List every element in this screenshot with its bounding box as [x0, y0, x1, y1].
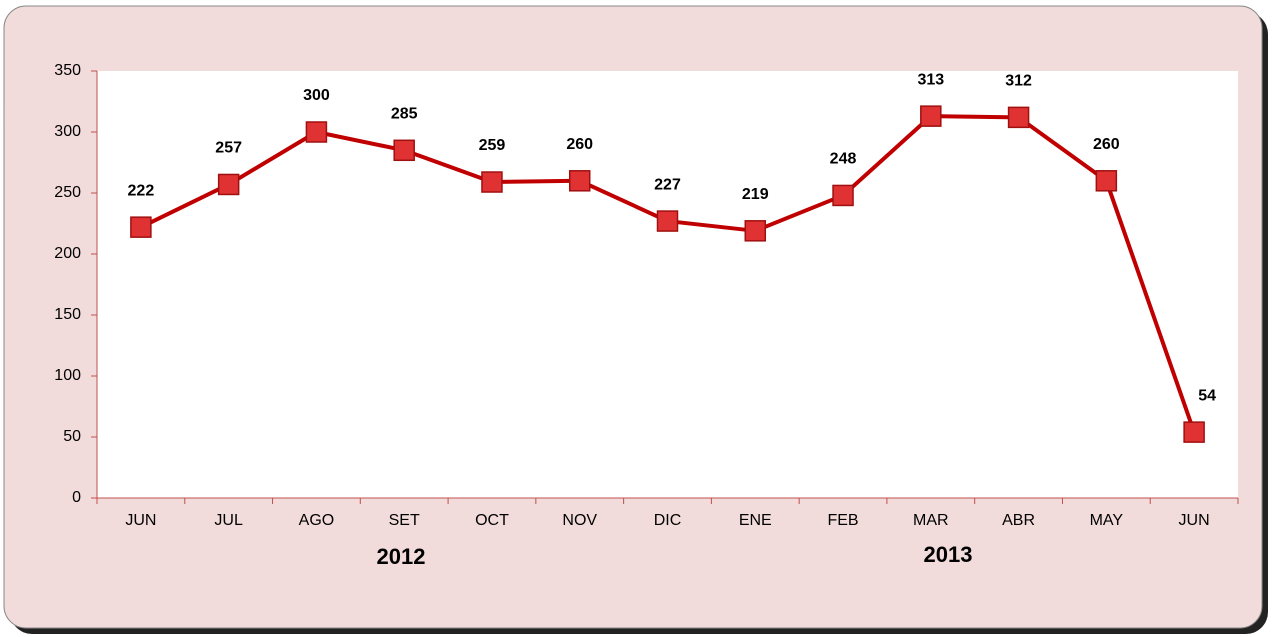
data-label: 260	[1093, 136, 1120, 153]
y-tick-label: 300	[54, 123, 81, 140]
x-tick-label: DIC	[654, 512, 682, 529]
plot-area	[97, 71, 1238, 498]
marker	[481, 171, 503, 193]
x-tick-label: MAY	[1090, 512, 1124, 529]
marker	[1095, 170, 1118, 192]
data-label: 285	[391, 106, 418, 123]
y-tick-label: 200	[54, 245, 81, 262]
x-tick-label: OCT	[475, 512, 509, 529]
data-label: 54	[1198, 387, 1216, 404]
x-tick-label: SET	[389, 512, 420, 529]
marker	[744, 220, 767, 242]
data-label: 300	[303, 87, 330, 104]
x-tick-label: NOV	[562, 512, 597, 529]
marker	[130, 216, 152, 238]
marker	[393, 139, 415, 162]
x-tick-label: JUL	[214, 512, 243, 529]
y-tick-label: 0	[72, 489, 81, 506]
marker	[832, 184, 854, 207]
marker	[305, 121, 328, 143]
data-label: 260	[566, 136, 593, 153]
year-label: 2013	[924, 542, 973, 567]
y-tick-label: 50	[63, 428, 81, 445]
data-label: 222	[128, 182, 155, 199]
data-label: 259	[479, 137, 506, 154]
y-tick-label: 150	[54, 306, 81, 323]
data-label: 248	[830, 151, 857, 168]
data-label: 312	[1005, 73, 1032, 90]
marker	[1007, 106, 1030, 129]
data-label: 313	[917, 71, 944, 88]
marker	[568, 170, 591, 192]
year-label: 2012	[377, 544, 426, 569]
marker	[1183, 421, 1205, 443]
marker	[656, 210, 679, 232]
data-label: 219	[742, 186, 769, 203]
y-tick-label: 250	[54, 184, 81, 201]
x-tick-label: AGO	[299, 512, 335, 529]
x-tick-label: ENE	[739, 512, 772, 529]
x-tick-label: FEB	[827, 512, 858, 529]
y-tick-label: 100	[54, 367, 81, 384]
y-tick-label: 350	[54, 62, 81, 79]
data-label: 257	[215, 140, 242, 157]
marker	[920, 105, 942, 127]
data-label: 227	[654, 176, 681, 193]
x-tick-label: MAR	[913, 512, 949, 529]
x-tick-label: ABR	[1002, 512, 1035, 529]
x-tick-label: JUN	[1179, 512, 1210, 529]
x-tick-label: JUN	[125, 512, 156, 529]
marker	[217, 173, 240, 196]
